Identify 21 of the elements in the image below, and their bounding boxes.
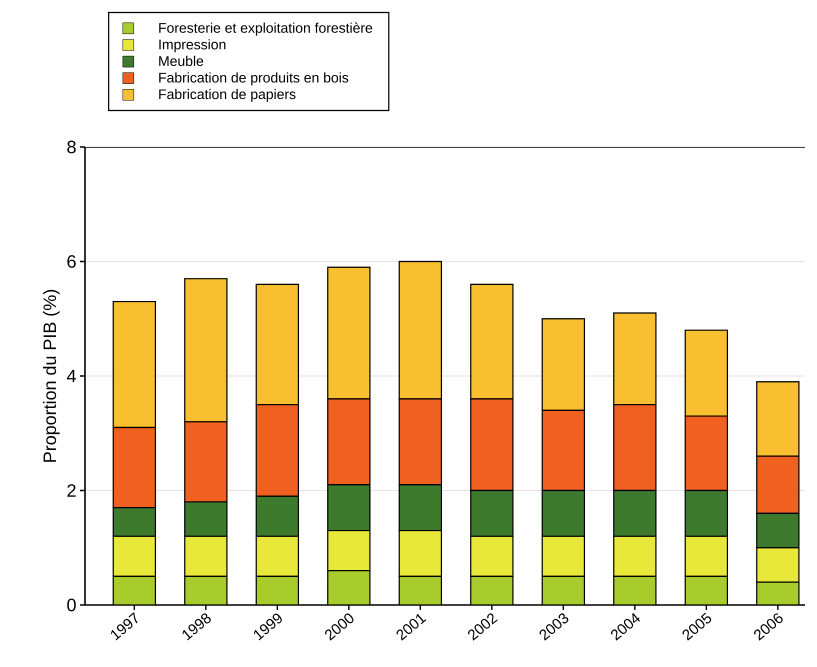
y-tick-label: 2 — [67, 484, 76, 497]
legend-label: Foresterie et exploitation forestière — [159, 22, 372, 36]
legend-label: Meuble — [159, 56, 204, 66]
bar — [327, 570, 371, 605]
y-tick-label: 0 — [67, 598, 76, 612]
bar — [542, 576, 586, 605]
legend-label: Fabrication de produits en bois — [159, 72, 348, 86]
bar — [684, 576, 728, 605]
y-tick-label: 8 — [67, 140, 76, 154]
bar — [613, 576, 657, 605]
legend-label: Fabrication de papiers — [159, 88, 296, 102]
bar — [112, 576, 156, 605]
y-tick-label: 6 — [67, 255, 76, 268]
legend-label: Impression — [159, 39, 226, 52]
bar — [470, 576, 514, 605]
y-tick-label: 4 — [66, 370, 76, 382]
y-axis-title: Proportion du PIB (%) — [42, 290, 60, 462]
bar — [256, 576, 300, 605]
bar — [184, 576, 228, 605]
bar — [398, 576, 442, 605]
bar — [756, 582, 800, 605]
